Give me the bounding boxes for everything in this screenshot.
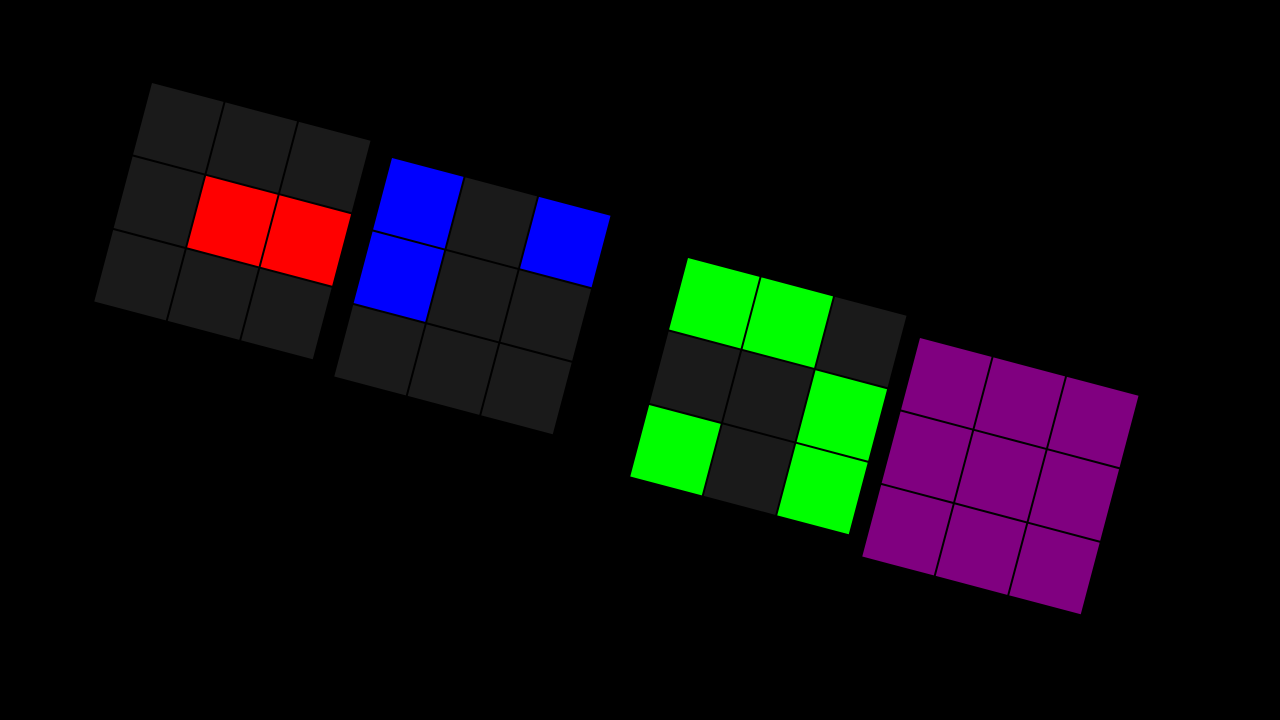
- grid-cell[interactable]: [777, 443, 868, 535]
- grid-blue[interactable]: [334, 158, 611, 435]
- grid-cell[interactable]: [481, 343, 572, 435]
- grid-green[interactable]: [630, 258, 907, 535]
- grid-cell[interactable]: [1009, 523, 1100, 615]
- grid-cell[interactable]: [241, 268, 332, 360]
- grid-purple[interactable]: [862, 338, 1139, 615]
- grid-red[interactable]: [94, 83, 371, 360]
